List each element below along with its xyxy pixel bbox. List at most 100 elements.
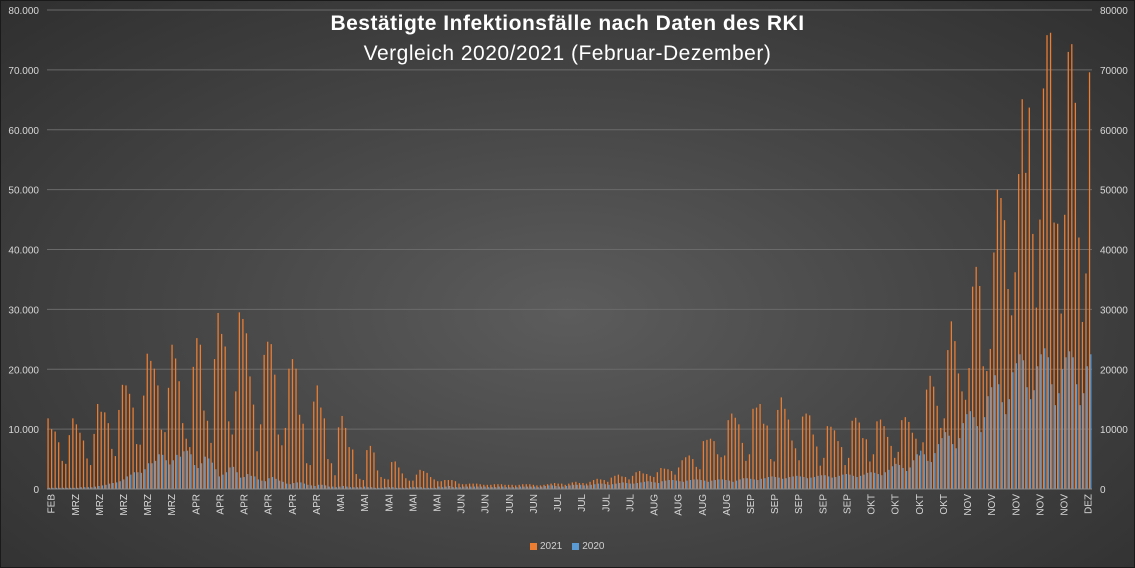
bar-2020 [916,454,918,489]
bar-2021 [153,368,155,489]
bar-2020 [810,477,812,489]
bar-2021 [897,451,899,489]
bar-2021 [840,447,843,489]
bar-2021 [281,445,283,489]
bar-2020 [565,486,568,489]
bar-2020 [530,486,532,489]
bar-2021 [996,189,999,489]
bar-2021 [309,465,311,489]
bar-2021 [667,469,669,489]
bar-2020 [332,486,334,489]
chart-title: Bestätigte Infektionsfälle nach Daten de… [330,12,805,35]
bar-2020 [360,487,362,489]
bar-2020 [193,465,196,489]
x-tick-label: OKT [939,494,950,515]
x-tick-label: FEB [47,494,58,514]
bar-2021 [316,385,318,489]
bar-2021 [571,482,573,489]
x-tick-label: MAI [433,494,444,512]
bar-2020 [891,466,894,489]
bar-2020 [980,432,982,489]
bar-2021 [1003,220,1006,489]
bar-2021 [206,420,209,489]
bar-2020 [239,477,242,489]
bar-2021 [546,484,549,489]
bar-2020 [410,487,412,489]
bar-2021 [816,446,818,489]
bar-2020 [888,469,890,489]
bar-2020 [728,480,731,489]
bar-2021 [224,346,226,489]
bar-2020 [923,454,925,489]
bar-2021 [330,463,333,489]
bar-2021 [713,441,715,489]
bar-2021 [589,481,591,489]
bar-2020 [1054,405,1057,489]
bar-2020 [743,478,745,489]
bar-2021 [925,389,928,489]
bar-2020 [222,474,224,489]
bar-2021 [699,469,701,489]
bar-2020 [69,487,72,489]
x-tick-label: APR [288,494,299,515]
legend-label-2021: 2021 [540,541,563,552]
x-tick-label: AUG [722,494,733,516]
bar-2020 [495,487,497,489]
y-left-tick-label: 60.000 [8,126,39,137]
bar-2020 [948,435,950,489]
bar-2021 [288,368,290,489]
bar-2020 [789,477,791,489]
bar-2021 [731,413,733,489]
bar-2021 [681,460,683,489]
x-tick-label: OKT [891,494,902,515]
bar-2021 [306,463,308,489]
bar-2021 [1014,272,1016,489]
bar-2021 [950,321,953,489]
bar-2020 [1065,357,1067,489]
bar-2021 [327,459,329,489]
bar-2021 [1046,35,1048,490]
bar-2020 [987,396,989,489]
bar-2020 [112,483,114,489]
bar-2020 [537,487,539,489]
bar-2021 [1049,32,1052,489]
bar-2020 [831,477,833,489]
x-tick-label: APR [240,494,251,515]
x-tick-label: NOV [963,494,974,516]
bar-2020 [254,476,256,489]
bar-2020 [1079,405,1081,489]
x-tick-label: MRZ [71,494,82,516]
bar-2020 [1083,393,1085,489]
bar-2021 [610,477,612,489]
bar-2021 [128,393,131,489]
bar-2021 [192,366,194,489]
bar-2020 [534,486,536,489]
bar-2021 [86,458,88,489]
bar-2021 [383,478,386,489]
bar-2021 [961,391,963,489]
bar-2021 [635,472,637,489]
x-tick-label: SEP [746,494,757,514]
x-tick-label: APR [191,494,202,515]
bar-2021 [369,445,372,489]
bar-2021 [908,421,910,489]
bar-2020 [633,483,635,489]
bar-2020 [941,438,943,489]
bar-2020 [268,478,270,489]
bar-2021 [497,484,499,489]
x-tick-label: JUN [505,494,516,513]
bar-2020 [558,486,561,489]
bar-2021 [79,432,81,489]
y-right-tick-label: 10000 [1100,425,1128,436]
bar-2020 [796,475,798,489]
bar-2021 [125,385,127,489]
x-tick-label: SEP [794,494,805,514]
bar-2021 [249,376,251,489]
bar-2020 [852,475,855,489]
x-tick-label: AUG [674,494,685,516]
bar-2021 [631,475,634,489]
bar-2021 [975,266,977,489]
bar-2021 [578,483,581,489]
bar-2020 [572,484,575,489]
bar-2021 [968,368,970,489]
